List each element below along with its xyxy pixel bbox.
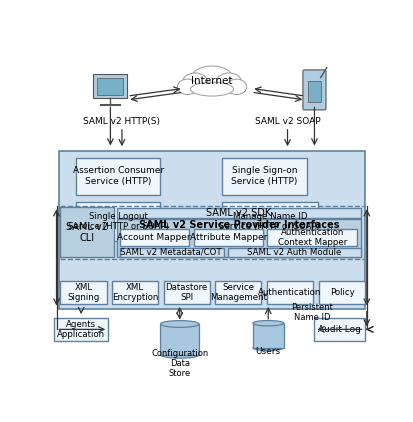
Bar bbox=[59, 151, 365, 308]
Text: XML
Encryption: XML Encryption bbox=[112, 283, 158, 302]
Text: Single Logout
Service (HTTP or SOAP): Single Logout Service (HTTP or SOAP) bbox=[68, 212, 169, 231]
Text: Account Mapper: Account Mapper bbox=[117, 233, 191, 242]
Text: Assertion Consumer
Service (HTTP): Assertion Consumer Service (HTTP) bbox=[73, 166, 164, 186]
Bar bbox=[268, 229, 357, 246]
Ellipse shape bbox=[190, 82, 234, 96]
Bar bbox=[215, 281, 261, 304]
Ellipse shape bbox=[183, 73, 207, 90]
Text: Service
Management: Service Management bbox=[210, 283, 267, 302]
Text: SAML v2 SDK: SAML v2 SDK bbox=[206, 208, 272, 218]
Ellipse shape bbox=[192, 66, 232, 88]
Bar bbox=[308, 81, 321, 102]
Bar bbox=[314, 318, 365, 341]
Bar bbox=[93, 74, 127, 98]
Text: Single Sign-on
Service (HTTP): Single Sign-on Service (HTTP) bbox=[231, 166, 298, 186]
Text: SAML v2 SOAP: SAML v2 SOAP bbox=[255, 117, 320, 126]
Bar bbox=[54, 318, 108, 341]
Bar bbox=[117, 208, 361, 218]
Text: Internet: Internet bbox=[191, 76, 233, 87]
Ellipse shape bbox=[178, 79, 197, 95]
Bar bbox=[112, 281, 158, 304]
Bar bbox=[161, 324, 199, 355]
Bar bbox=[117, 219, 361, 257]
Text: SAML v2 Service Provider Interfaces: SAML v2 Service Provider Interfaces bbox=[139, 220, 339, 230]
Text: XML
Signing: XML Signing bbox=[67, 283, 100, 302]
Bar bbox=[222, 202, 318, 241]
Ellipse shape bbox=[161, 352, 199, 358]
Text: SAML v2 HTTP(S): SAML v2 HTTP(S) bbox=[83, 117, 161, 126]
Text: Agents
Application: Agents Application bbox=[57, 320, 105, 339]
Bar bbox=[319, 281, 365, 304]
Ellipse shape bbox=[253, 321, 284, 326]
Text: Attribute Mapper: Attribute Mapper bbox=[190, 233, 267, 242]
Text: Authentication
Context Mapper: Authentication Context Mapper bbox=[278, 228, 347, 247]
Text: Configuration
Data
Store: Configuration Data Store bbox=[151, 349, 208, 379]
Bar bbox=[164, 281, 210, 304]
Bar bbox=[222, 158, 307, 195]
Text: SAML v2
CLI: SAML v2 CLI bbox=[66, 222, 108, 243]
Bar bbox=[120, 229, 189, 246]
Ellipse shape bbox=[227, 79, 247, 95]
Text: SAML v2 Auth Module: SAML v2 Auth Module bbox=[247, 248, 342, 257]
Bar bbox=[60, 281, 107, 304]
Bar bbox=[97, 78, 123, 95]
Bar bbox=[76, 202, 161, 241]
Text: Audit Log: Audit Log bbox=[318, 325, 361, 334]
Bar bbox=[60, 207, 114, 257]
Bar bbox=[228, 248, 361, 257]
Text: Datastore
SPI: Datastore SPI bbox=[166, 283, 208, 302]
Text: Persistent
Name ID: Persistent Name ID bbox=[291, 303, 333, 322]
Text: Users: Users bbox=[256, 347, 281, 356]
FancyBboxPatch shape bbox=[303, 70, 326, 110]
Bar bbox=[267, 281, 313, 304]
Ellipse shape bbox=[217, 73, 241, 90]
Ellipse shape bbox=[253, 345, 284, 351]
Bar bbox=[253, 323, 284, 348]
Bar bbox=[120, 248, 223, 257]
Text: Authentication: Authentication bbox=[258, 288, 321, 297]
Bar bbox=[194, 229, 263, 246]
Text: Policy: Policy bbox=[330, 288, 354, 297]
Bar bbox=[76, 158, 161, 195]
Ellipse shape bbox=[161, 321, 199, 327]
Text: SAML v2 Metadata/COT: SAML v2 Metadata/COT bbox=[121, 248, 222, 257]
Text: Manage Name ID
Service (HTTP or SOAP): Manage Name ID Service (HTTP or SOAP) bbox=[219, 212, 320, 231]
